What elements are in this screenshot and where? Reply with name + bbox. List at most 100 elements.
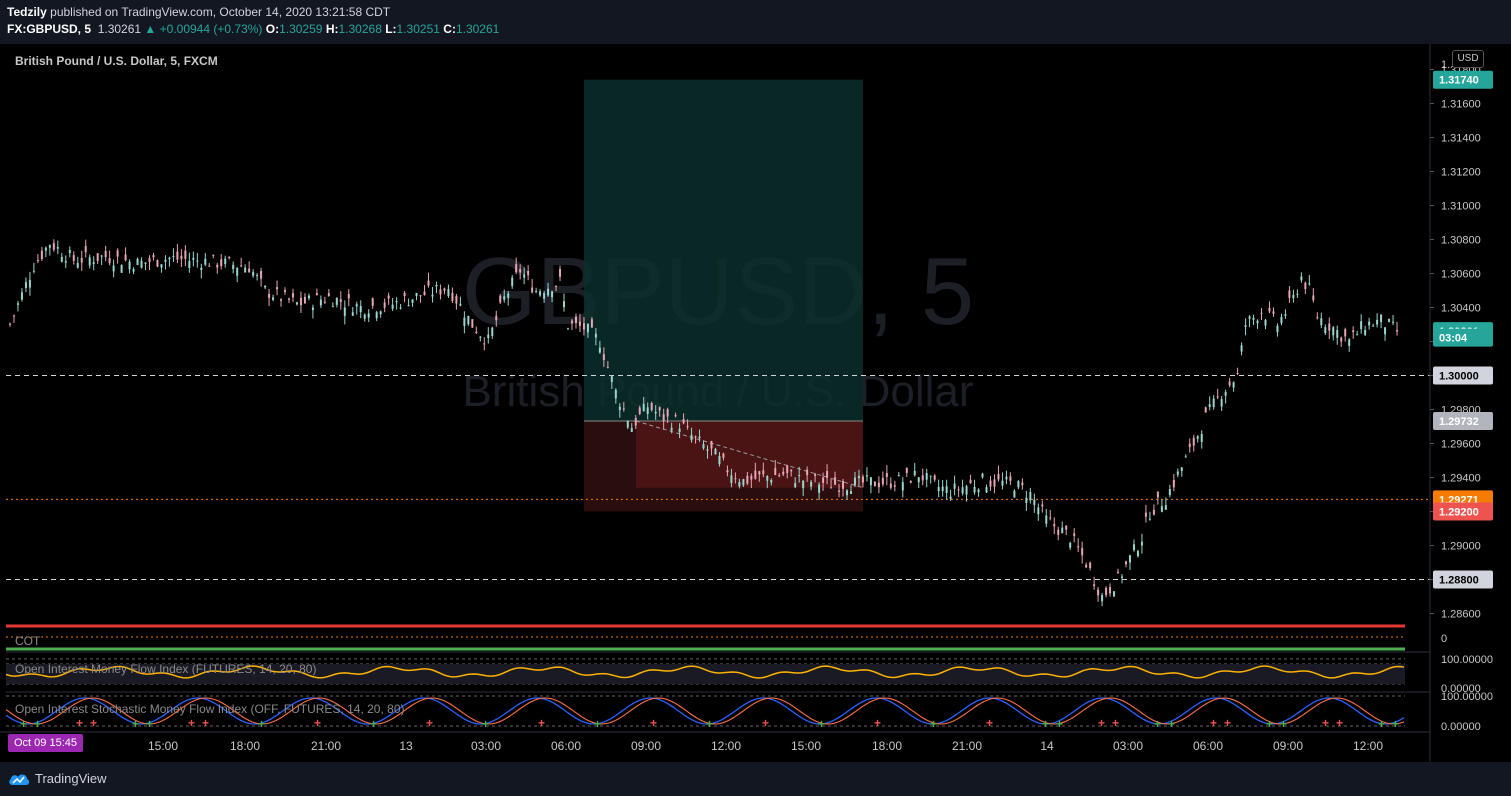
candle-body [865,475,868,477]
candle-body [642,403,645,412]
candle-body [738,481,741,487]
candle-body [84,245,87,253]
time-tick-label: 09:00 [631,739,661,753]
price-badge-label: 1.29200 [1439,507,1479,519]
candle-body [1160,506,1163,512]
candle-body [1348,339,1351,347]
signal-marker: + [1336,716,1343,730]
signal-marker: + [1392,717,1399,731]
candle-body [351,312,354,316]
candle-body [555,285,558,287]
candle-body [937,487,940,492]
candle-body [543,293,546,299]
candle-body [782,471,785,475]
time-tick-label: 03:00 [1113,739,1143,753]
candle-body [443,288,446,291]
signal-marker: + [874,716,881,730]
candle-body [690,434,693,441]
candle-body [849,491,852,494]
currency-button[interactable]: USD [1452,50,1484,68]
close-label: C: [443,22,456,36]
candle-body [1101,595,1104,602]
oismfi-label[interactable]: Open Interest Stochastic Money Flow Inde… [15,702,405,716]
candle-body [1304,282,1307,290]
price-badge-label: 1.29732 [1439,416,1479,428]
signal-marker: + [818,717,825,731]
candle-body [64,261,67,263]
price-badge-label: 03:04 [1439,333,1468,345]
time-tick-label: 09:00 [1273,739,1303,753]
candle-body [662,414,665,422]
candle-body [307,295,310,299]
candle-body [710,441,713,449]
candle-body [718,456,721,465]
publish-info: Tedzily published on TradingView.com, Oc… [7,5,390,19]
candle-body [395,301,398,303]
candle-body [104,250,107,258]
candle-body [1093,584,1096,587]
candle-body [391,304,394,309]
candle-body [399,307,402,309]
candle-body [574,316,577,323]
candle-body [822,477,825,483]
time-tick-label: 21:00 [952,739,982,753]
candle-body [56,246,59,249]
candle-body [471,319,474,328]
candle-body [1057,529,1060,535]
candle-body [319,299,322,306]
candle-body [905,467,908,473]
candle-body [48,245,51,248]
candle-body [331,306,334,308]
candle-body [180,255,183,260]
candle-body [423,291,426,295]
candle-body [570,320,573,324]
candle-body [658,407,661,411]
candle-body [1372,325,1375,327]
candle-body [706,449,709,451]
brand-text: TradingView [35,771,107,786]
tradingview-logo[interactable]: TradingView [8,771,107,786]
chart-legend-title[interactable]: British Pound / U.S. Dollar, 5, FXCM [15,54,218,68]
candle-body [973,486,976,493]
author-name[interactable]: Tedzily [7,5,47,19]
candle-body [1352,330,1355,333]
candle-body [630,428,633,432]
oimfi-label[interactable]: Open Interest Money Flow Index (FUTURES,… [15,662,317,676]
candle-body [1172,480,1175,488]
candle-body [415,293,418,297]
footer: TradingView [0,762,1511,796]
candle-body [88,257,91,266]
candle-body [838,490,841,492]
candle-body [750,475,753,480]
candle-body [347,294,350,299]
cot-label[interactable]: COT [15,634,41,648]
candle-body [1252,317,1255,320]
candle-body [483,343,486,345]
signal-marker: + [90,716,97,730]
candle-body [1049,517,1052,519]
signal-marker: + [1112,716,1119,730]
price-tick-label: 1.29000 [1441,541,1481,553]
high-label: H: [325,22,339,36]
candle-body [280,299,283,301]
candle-body [1081,547,1084,556]
candle-body [1208,404,1211,408]
candle-body [666,409,669,417]
candle-body [618,406,621,411]
candle-body [511,277,514,287]
candle-body [547,288,550,296]
signal-marker: + [188,716,195,730]
candle-body [467,315,470,325]
header-bar: Tedzily published on TradingView.com, Oc… [0,0,1511,44]
price-badge [1433,70,1493,89]
symbol-line: FX:GBPUSD, 5 1.30261 ▲ +0.00944 (+0.73%)… [7,22,499,36]
last-price: 1.30261 [97,22,142,36]
candle-body [1065,525,1068,530]
time-tick-label: 12:00 [711,739,741,753]
candle-body [654,411,657,414]
signal-marker: + [1056,717,1063,731]
time-tick-label: 03:00 [471,739,501,753]
candle-body [682,419,685,424]
